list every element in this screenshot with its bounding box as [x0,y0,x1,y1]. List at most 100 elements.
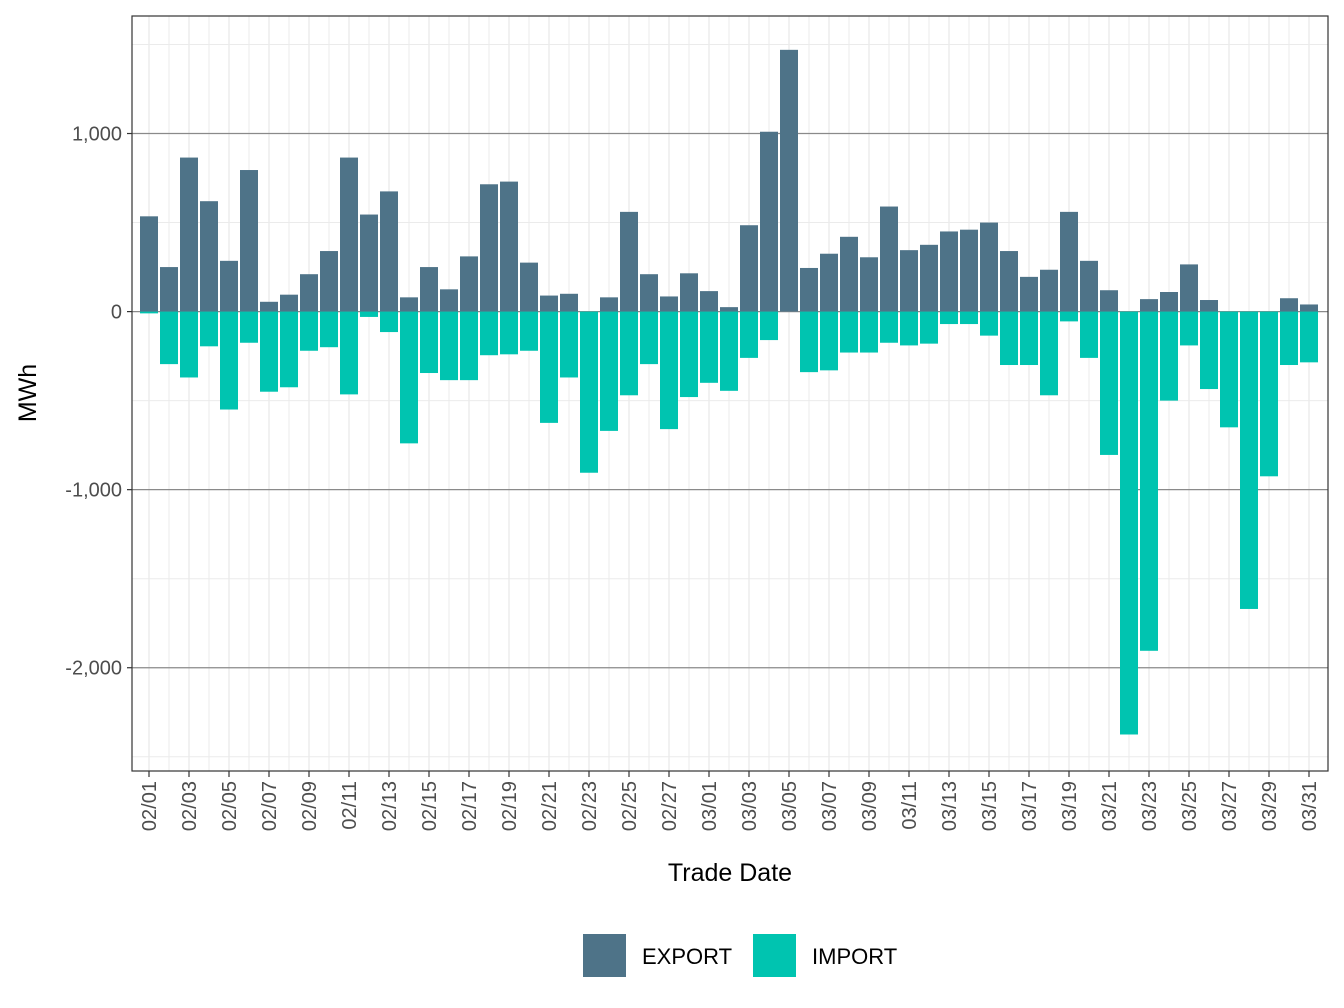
legend: EXPORT IMPORT [583,934,897,977]
bar-export-03-15 [980,222,998,312]
x-tick-label: 02/09 [299,781,321,831]
bar-import-03-27 [1220,311,1238,428]
bar-export-03-10 [880,206,898,312]
bar-import-03-08 [840,311,858,353]
bar-export-02-05 [220,260,238,312]
bar-import-02-13 [380,311,398,333]
x-tick-label: 02/21 [539,781,561,831]
bar-import-02-02 [160,311,178,365]
bar-import-03-07 [820,311,838,371]
bar-export-03-06 [800,267,818,312]
bar-import-02-06 [240,311,258,343]
bar-import-03-12 [920,311,938,344]
bar-import-03-24 [1160,311,1178,401]
bar-import-02-10 [320,311,338,348]
bar-export-02-28 [680,273,698,312]
bar-export-03-01 [700,291,718,312]
bar-import-03-30 [1280,311,1298,366]
bar-import-02-12 [360,311,378,317]
x-tick-label: 02/07 [259,781,281,831]
x-tick-label: 03/29 [1259,781,1281,831]
bar-import-03-11 [900,311,918,346]
x-tick-label: 03/17 [1019,781,1041,831]
bar-import-03-09 [860,311,878,353]
bar-export-02-22 [560,293,578,312]
bar-import-02-07 [260,311,278,392]
bar-import-03-06 [800,311,818,373]
bar-export-02-09 [300,274,318,312]
bar-export-02-13 [380,191,398,312]
plot-panel-border [131,15,1329,772]
bar-export-03-18 [1040,269,1058,312]
bar-export-03-04 [760,131,778,312]
bar-import-03-01 [700,311,718,383]
bar-import-02-27 [660,311,678,430]
bar-import-02-28 [680,311,698,398]
bar-import-02-14 [400,311,418,444]
x-tick-label: 02/17 [459,781,481,831]
x-axis-title: Trade Date [668,859,792,887]
bar-export-03-25 [1180,264,1198,312]
x-tick-label: 02/01 [139,781,161,831]
bar-import-03-15 [980,311,998,336]
bar-export-02-15 [420,267,438,312]
bar-import-03-18 [1040,311,1058,396]
bar-import-03-23 [1140,311,1158,651]
bar-import-03-04 [760,311,778,341]
bar-export-03-12 [920,244,938,312]
bar-export-02-19 [500,181,518,312]
y-axis: -2,000 -1,000 0 1,000 [65,124,132,680]
bar-export-03-24 [1160,292,1178,312]
bar-export-03-05 [780,49,798,312]
x-tick-label: 03/21 [1099,781,1121,831]
bar-import-02-18 [480,311,498,356]
x-tick-label: 02/03 [179,781,201,831]
bar-import-02-21 [540,311,558,423]
bar-export-03-03 [740,225,758,312]
bar-export-03-20 [1080,260,1098,312]
bar-export-03-07 [820,253,838,312]
x-tick-label: 02/11 [339,781,361,830]
bar-import-02-24 [600,311,618,431]
bar-export-03-31 [1300,304,1318,312]
legend-label-import: IMPORT [812,944,897,969]
x-tick-label: 03/25 [1179,781,1201,831]
x-tick-label: 03/05 [779,781,801,831]
bar-import-02-03 [180,311,198,378]
bar-import-03-02 [720,311,738,391]
bars [140,49,1318,735]
bar-import-02-01 [140,311,158,314]
bar-import-03-20 [1080,311,1098,358]
bar-export-02-21 [540,295,558,312]
bar-import-03-21 [1100,311,1118,455]
x-tick-label: 03/23 [1139,781,1161,831]
legend-swatch-export [583,934,626,977]
bar-import-02-20 [520,311,538,351]
bar-export-02-17 [460,256,478,312]
bar-export-03-09 [860,257,878,312]
x-axis: 02/01 02/03 02/05 02/07 02/09 02/11 02/13 02/15… [139,771,1321,831]
x-tick-label: 03/31 [1299,781,1321,831]
bar-import-02-05 [220,311,238,410]
bar-export-02-08 [280,294,298,312]
bar-export-03-02 [720,307,738,312]
bar-import-02-16 [440,311,458,381]
bar-import-02-22 [560,311,578,378]
x-tick-label: 02/25 [619,781,641,831]
bar-import-03-29 [1260,311,1278,477]
x-tick-label: 03/03 [739,781,761,831]
bar-export-02-06 [240,170,258,312]
bar-export-02-07 [260,301,278,312]
bar-import-03-03 [740,311,758,358]
bar-export-02-10 [320,251,338,312]
bar-export-03-14 [960,229,978,312]
y-tick-label: -1,000 [65,480,122,502]
bar-import-03-17 [1020,311,1038,366]
bar-import-02-08 [280,311,298,388]
bar-import-02-23 [580,311,598,473]
legend-swatch-import [753,934,796,977]
x-tick-label: 02/19 [499,781,521,831]
x-tick-label: 03/13 [939,781,961,831]
x-tick-label: 03/11 [899,781,921,830]
